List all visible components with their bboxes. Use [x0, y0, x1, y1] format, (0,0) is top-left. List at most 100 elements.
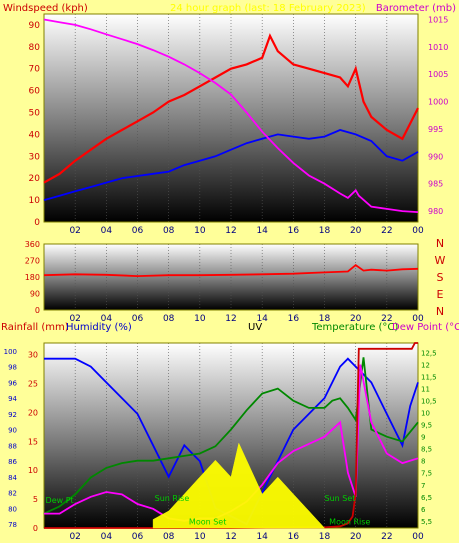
annotation-label: Sun Rise [155, 494, 190, 503]
y-humidity-tick-label: 94 [8, 395, 17, 403]
y-temp-tick-label: 6,5 [421, 494, 432, 502]
y-rain-tick-label: 10 [28, 466, 38, 475]
y-humidity-tick-label: 96 [8, 379, 17, 387]
y-left-tick-label: 0 [34, 218, 40, 228]
x-tick-label: 02 [69, 226, 80, 236]
annotation-label: Moon Set [189, 518, 226, 527]
x-tick-label: 10 [194, 532, 206, 542]
y-left-tick-label: 20 [29, 174, 41, 184]
y-humidity-tick-label: 82 [8, 490, 17, 498]
y-temp-tick-label: 9,5 [421, 422, 432, 430]
annotation-label: Moon Rise [329, 518, 370, 527]
y-right-tick-label: 1005 [428, 70, 448, 79]
y-left-tick-label: 80 [29, 43, 41, 53]
y-temp-tick-label: 11,5 [421, 374, 437, 382]
x-tick-label: 12 [225, 226, 236, 236]
x-tick-label: 02 [69, 532, 80, 542]
header-uv: UV [248, 322, 262, 333]
y-rain-tick-label: 25 [28, 379, 38, 388]
header-rainfall: Rainfall (mm) [1, 322, 69, 333]
x-tick-label: 06 [132, 314, 144, 324]
x-tick-label: 08 [163, 226, 175, 236]
y-temp-tick-label: 6 [421, 506, 426, 514]
y-temp-tick-label: 5,5 [421, 518, 432, 526]
series-line [43, 129, 419, 201]
series-line [43, 18, 419, 213]
y-rain-tick-label: 30 [28, 351, 38, 360]
y-humidity-tick-label: 100 [4, 348, 17, 356]
y-rain-tick-label: 0 [33, 524, 38, 533]
y-rain-tick-label: 5 [33, 495, 38, 504]
x-tick-label: 22 [381, 532, 392, 542]
series-line [43, 263, 419, 278]
x-tick-label: 14 [256, 314, 268, 324]
compass-label: E [437, 288, 444, 301]
y-right-tick-label: 1000 [428, 98, 448, 107]
x-tick-label: 12 [225, 314, 236, 324]
y-left-tick-label: 90 [29, 21, 41, 31]
compass-label: N [436, 237, 444, 250]
y-temp-tick-label: 8,5 [421, 446, 432, 454]
y-left-tick-label: 60 [29, 87, 41, 97]
y-left-tick-label: 50 [29, 109, 41, 119]
x-tick-label: 20 [350, 532, 362, 542]
y-left-tick-label: 40 [29, 130, 41, 140]
x-tick-label: 20 [350, 226, 362, 236]
compass-label: N [436, 305, 444, 318]
y-rain-tick-label: 15 [28, 437, 38, 446]
y-rain-tick-label: 20 [28, 408, 38, 417]
x-tick-label: 18 [319, 226, 331, 236]
y-humidity-tick-label: 86 [8, 458, 17, 466]
x-tick-label: 08 [163, 532, 175, 542]
panel-1-border [43, 13, 419, 223]
x-tick-label: 20 [350, 314, 362, 324]
y-humidity-tick-label: 88 [8, 442, 17, 450]
y-temp-tick-label: 9 [421, 434, 425, 442]
header-barometer: Barometer (mb) [376, 3, 456, 14]
y-right-tick-label: 1015 [428, 15, 448, 24]
y-temp-tick-label: 8 [421, 458, 425, 466]
panel-2-border [43, 243, 419, 311]
series-line [43, 33, 419, 184]
x-tick-label: 10 [194, 226, 206, 236]
y-tick-label: 270 [25, 257, 40, 266]
y-tick-label: 90 [30, 290, 40, 299]
y-humidity-tick-label: 90 [8, 427, 17, 435]
y-right-tick-label: 1010 [428, 43, 448, 52]
annotation-label: Sun Set [325, 494, 356, 503]
header-temperature: Temperature (°C) [311, 322, 398, 333]
x-tick-label: 06 [132, 532, 144, 542]
x-tick-label: 16 [288, 532, 300, 542]
compass-label: W [435, 254, 446, 267]
x-tick-label: 08 [163, 314, 175, 324]
y-left-tick-label: 70 [29, 65, 41, 75]
y-tick-label: 180 [25, 273, 40, 282]
y-temp-tick-label: 7 [421, 482, 425, 490]
x-tick-label: 18 [319, 314, 331, 324]
y-right-tick-label: 985 [428, 180, 443, 189]
x-tick-label: 14 [256, 532, 268, 542]
x-tick-label: 00 [412, 314, 424, 324]
x-tick-label: 14 [256, 226, 268, 236]
uv-area [152, 442, 326, 529]
x-tick-label: 10 [194, 314, 206, 324]
x-tick-label: 22 [381, 226, 392, 236]
x-tick-label: 02 [69, 314, 80, 324]
y-tick-label: 0 [35, 306, 40, 315]
x-tick-label: 16 [288, 226, 300, 236]
x-tick-label: 06 [132, 226, 144, 236]
y-humidity-tick-label: 84 [8, 474, 17, 482]
header-windspeed: Windspeed (kph) [3, 3, 88, 14]
header-humidity: Humidity (%) [66, 322, 132, 333]
compass-label: S [437, 271, 444, 284]
x-tick-label: 18 [319, 532, 331, 542]
y-temp-tick-label: 11 [421, 386, 430, 394]
y-humidity-tick-label: 92 [8, 411, 17, 419]
header-graph-title: 24 hour graph (last: 18 February 2023) [170, 3, 366, 14]
annotation-label: Dew Pt [46, 496, 74, 505]
x-tick-label: 00 [412, 226, 424, 236]
y-temp-tick-label: 7,5 [421, 470, 432, 478]
x-tick-label: 16 [288, 314, 300, 324]
y-temp-tick-label: 10 [421, 410, 430, 418]
